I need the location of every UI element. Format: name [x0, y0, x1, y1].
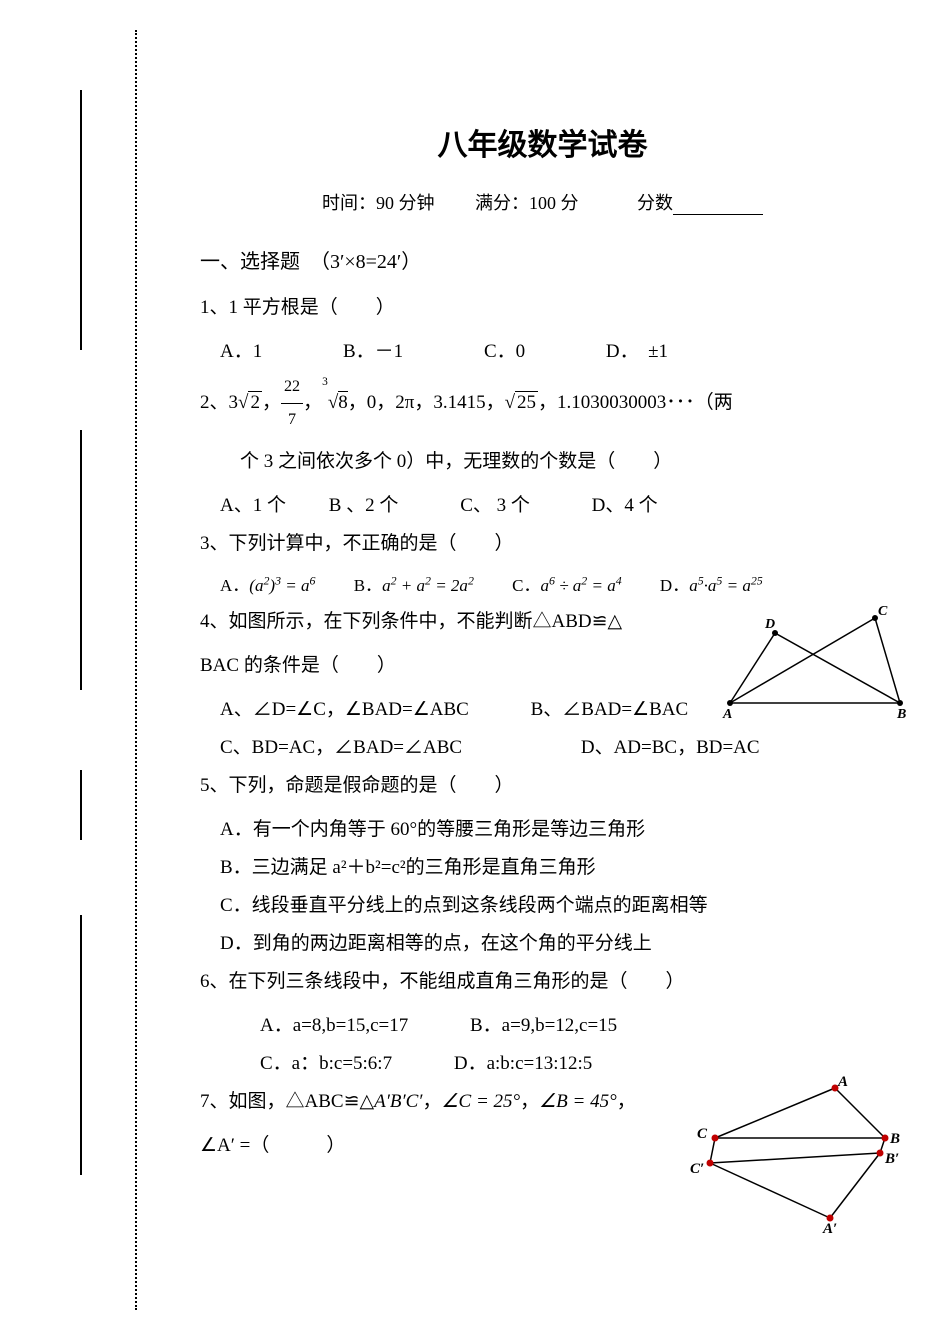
question-2-options: A、1 个 B 、2 个 C、 3 个 D、4 个: [200, 487, 885, 525]
binding-segment: [80, 915, 82, 1175]
q4-label-d: D: [764, 617, 775, 632]
q1-option-d: D． ±1: [606, 341, 668, 362]
binding-segment: [80, 430, 82, 690]
q7-prime: A′B′C′: [374, 1091, 422, 1112]
time-value: 90 分钟: [376, 193, 435, 213]
q2-option-b: B 、2 个: [329, 495, 399, 516]
binding-dotted-line: [135, 30, 139, 1310]
question-2: 2、32，227，3√8，0，2π，3.1415，25，1.1030030003…: [200, 371, 885, 437]
q7-label-b: B: [889, 1131, 900, 1147]
q7-congruent-triangles-diagram: A B C C′ B′ A′: [685, 1073, 915, 1233]
score-blank: [673, 214, 763, 215]
q2-option-c: C、 3 个: [460, 495, 530, 516]
q7-prefix: 7、如图，△ABC≌△: [200, 1091, 374, 1112]
q7-label-ap: A′: [822, 1221, 837, 1233]
sqrt-2-icon: 2: [238, 384, 262, 422]
q6-option-d: D．a:b:c=13:12:5: [454, 1053, 592, 1074]
q4-option-d: D、AD=BC，BD=AC: [581, 737, 760, 758]
q4-label-a: A: [722, 707, 732, 722]
fullscore-label: 满分：: [475, 193, 529, 213]
q5-option-c: C．线段垂直平分线上的点到这条线段两个端点的距离相等: [220, 887, 885, 925]
question-6-options: A．a=8,b=15,c=17 B．a=9,b=12,c=15 C．a：b:c=…: [200, 1007, 885, 1083]
section-1-header: 一、选择题 （3′×8=24′）: [200, 245, 885, 274]
q4-option-b: B、∠BAD=∠BAC: [531, 699, 689, 720]
question-5: 5、下列，命题是假命题的是（ ）: [200, 767, 885, 805]
q3-option-c: C．a6 ÷ a2 = a4: [512, 576, 622, 595]
q5-option-a: A．有一个内角等于 60°的等腰三角形是等边三角形: [220, 811, 885, 849]
q4-option-c: C、BD=AC，∠BAD=∠ABC: [220, 737, 462, 758]
q3-option-b: B．a2 + a2 = 2a2: [354, 576, 474, 595]
q7-angle-b: ∠B = 45°: [539, 1091, 617, 1112]
fullscore-value: 100 分: [529, 193, 579, 213]
q2-option-d: D、4 个: [592, 495, 658, 516]
q3-option-d: D．a5·a5 = a25: [660, 576, 763, 595]
q4-label-b: B: [896, 707, 906, 722]
exam-info: 时间：90 分钟 满分：100 分 分数: [200, 189, 885, 215]
q5-option-b: B．三边满足 a²＋b²=c²的三角形是直角三角形: [220, 849, 885, 887]
q2-comma1: ，: [262, 392, 281, 413]
q7-label-bp: B′: [884, 1151, 899, 1167]
q4-option-a: A、∠D=∠C，∠BAD=∠ABC: [220, 699, 469, 720]
q4-label-c: C: [878, 604, 888, 619]
cbrt-8: 3√8: [322, 392, 348, 413]
q7-angle-c: ∠C = 25°: [441, 1091, 520, 1112]
q2-comma2: ，: [303, 392, 322, 413]
exam-title: 八年级数学试卷: [200, 120, 885, 164]
time-label: 时间：: [322, 193, 376, 213]
question-3-options: A．(a2)3 = a6 B．a2 + a2 = 2a2 C．a6 ÷ a2 =…: [200, 569, 885, 603]
q7-label-cp: C′: [690, 1161, 704, 1177]
q5-option-d: D．到角的两边距离相等的点，在这个角的平分线上: [220, 925, 885, 963]
q6-option-a: A．a=8,b=15,c=17: [260, 1015, 408, 1036]
sqrt-25-icon: 25: [505, 384, 538, 422]
q3-option-a: A．(a2)3 = a6: [220, 576, 315, 595]
q1-option-c: C．0: [484, 341, 525, 362]
q2-suffix: ，1.1030030003･･･（两: [538, 392, 733, 413]
question-1-options: A．1 B．－1 C．0 D． ±1: [200, 333, 885, 371]
binding-segment: [80, 770, 82, 840]
q2-prefix: 2、3: [200, 392, 238, 413]
fraction-22-7: 227: [281, 371, 303, 437]
q6-option-c: C．a：b:c=5:6:7: [260, 1053, 392, 1074]
question-1: 1、1 平方根是（ ）: [200, 289, 885, 327]
q7-label-a: A: [837, 1074, 848, 1090]
question-6: 6、在下列三条线段中，不能组成直角三角形的是（ ）: [200, 963, 885, 1001]
question-5-options: A．有一个内角等于 60°的等腰三角形是等边三角形 B．三边满足 a²＋b²=c…: [200, 811, 885, 963]
q7-label-c: C: [697, 1126, 708, 1142]
q6-option-b: B．a=9,b=12,c=15: [470, 1015, 617, 1036]
score-label: 分数: [637, 193, 673, 213]
question-2-line2: 个 3 之间依次多个 0）中，无理数的个数是（ ）: [200, 443, 885, 481]
q1-option-a: A．1: [220, 341, 262, 362]
binding-segment: [80, 90, 82, 350]
q2-middle: ，0，2π，3.1415，: [348, 392, 505, 413]
q4-triangle-diagram: A B C D: [715, 603, 915, 723]
q2-option-a: A、1 个: [220, 495, 286, 516]
question-3: 3、下列计算中，不正确的是（ ）: [200, 525, 885, 563]
q1-option-b: B．－1: [343, 341, 403, 362]
